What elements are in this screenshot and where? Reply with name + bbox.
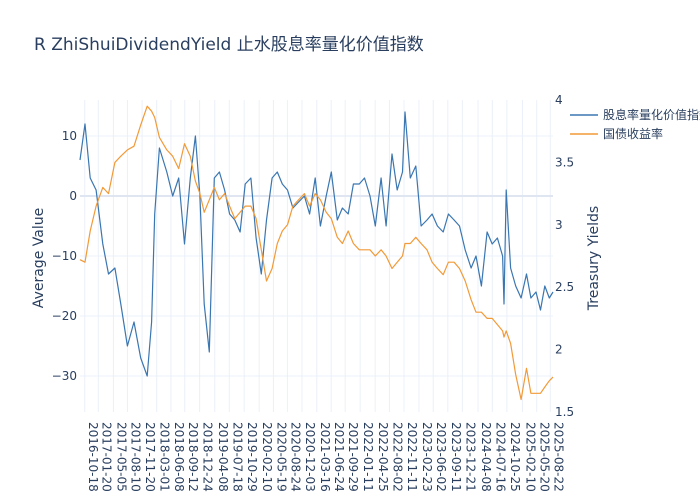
x-tick-label: 2018-06-08: [172, 422, 186, 492]
x-tick-label: 2025-05-20: [538, 422, 552, 492]
x-tick-label: 2022-01-11: [361, 422, 375, 492]
y-right-tick-label: 2: [555, 343, 563, 357]
x-tick-label: 2019-07-18: [230, 422, 244, 492]
x-tick-label: 2020-12-03: [303, 422, 317, 492]
y-right-tick-label: 2.5: [555, 280, 574, 294]
x-tick-label: 2025-02-10: [523, 422, 537, 492]
y-left-tick-label: −20: [52, 309, 77, 323]
x-tick-label: 2024-07-16: [493, 422, 507, 492]
x-tick-label: 2016-10-18: [86, 422, 100, 492]
y-right-tick-label: 4: [555, 93, 563, 107]
legend-label: 国债收益率: [603, 126, 663, 141]
right-axis-ticks: 4 3.5 3 2.5 2 1.5: [555, 93, 574, 419]
legend: 股息率量化价值指数国债收益率: [570, 107, 700, 141]
x-tick-label: 2023-02-23: [420, 422, 434, 492]
y-left-tick-label: −30: [52, 369, 77, 383]
left-axis-ticks: 10 0 −10 −20 −30: [52, 129, 77, 383]
x-tick-label: 2018-09-12: [186, 422, 200, 492]
x-tick-label: 2017-11-20: [143, 422, 157, 492]
x-tick-label: 2024-10-25: [508, 422, 522, 492]
x-tick-label: 2017-05-05: [114, 422, 128, 492]
x-tick-label: 2023-09-11: [449, 422, 463, 492]
x-tick-label: 2021-09-29: [346, 422, 360, 492]
right-axis-title: Treasury Yields: [586, 206, 602, 311]
x-tick-label: 2022-11-11: [405, 422, 419, 492]
x-tick-label: 2018-12-24: [201, 422, 215, 492]
y-left-tick-label: 10: [62, 129, 77, 143]
left-axis-title: Average Value: [31, 208, 47, 308]
x-tick-label: 2021-03-16: [318, 422, 332, 492]
y-left-tick-label: −10: [52, 249, 77, 263]
x-axis-ticks: 2016-10-18 2017-01-20 2017-05-05 2017-08-10…: [86, 422, 566, 492]
y-right-tick-label: 3: [555, 218, 563, 232]
x-tick-label: 2018-03-01: [158, 422, 172, 492]
x-tick-label: 2022-04-25: [376, 422, 390, 492]
x-tick-label: 2020-05-19: [274, 422, 288, 492]
grid: [80, 100, 553, 412]
x-tick-label: 2023-06-02: [434, 422, 448, 492]
x-tick-label: 2023-12-21: [463, 422, 477, 492]
y-right-tick-label: 1.5: [555, 405, 574, 419]
x-tick-label: 2024-04-08: [479, 422, 493, 492]
x-tick-label: 2020-02-10: [260, 422, 274, 492]
x-tick-label: 2017-08-10: [128, 422, 142, 492]
series-layer: [79, 105, 554, 401]
x-tick-label: 2021-06-24: [332, 422, 346, 492]
series-line-1: [79, 111, 554, 377]
y-right-tick-label: 3.5: [555, 155, 574, 169]
x-tick-label: 2017-01-20: [99, 422, 113, 492]
x-tick-label: 2022-08-02: [390, 422, 404, 492]
x-tick-label: 2019-10-29: [245, 422, 259, 492]
x-tick-label: 2025-08-22: [551, 422, 565, 492]
chart-title: R ZhiShuiDividendYield 止水股息率量化价值指数: [34, 35, 424, 55]
y-left-tick-label: 0: [69, 189, 77, 203]
x-tick-label: 2020-08-24: [288, 422, 302, 492]
x-tick-label: 2019-04-08: [216, 422, 230, 492]
legend-label: 股息率量化价值指数: [603, 107, 700, 122]
series-line-2: [79, 105, 554, 401]
